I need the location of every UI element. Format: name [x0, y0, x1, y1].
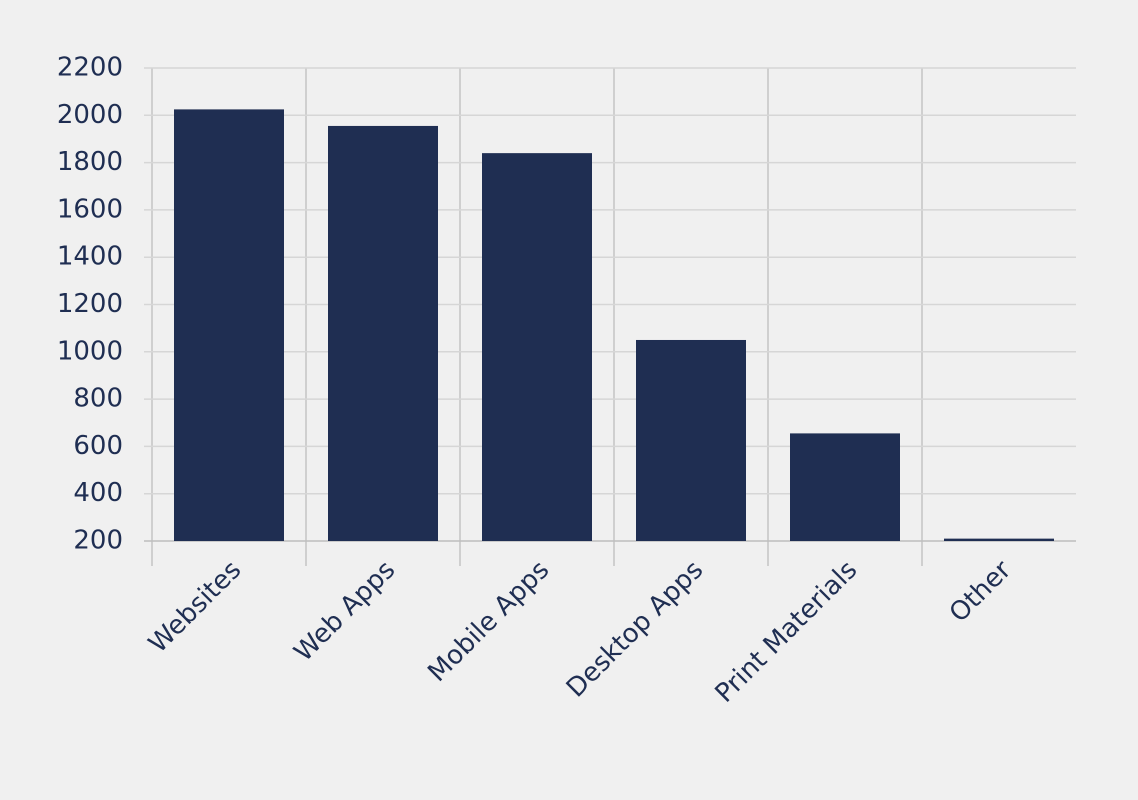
- bar: [482, 153, 592, 541]
- x-tick-label: Print Materials: [710, 555, 864, 709]
- bar: [174, 109, 284, 541]
- y-tick-label: 800: [73, 384, 123, 414]
- bar: [636, 339, 746, 541]
- y-tick-label: 1600: [57, 194, 123, 224]
- y-tick-label: 1200: [57, 289, 123, 319]
- y-tick-label: 1400: [57, 242, 123, 272]
- y-tick-label: 400: [73, 478, 123, 508]
- bar: [944, 538, 1054, 541]
- bar: [328, 125, 438, 541]
- y-tick-label: 2200: [57, 53, 123, 83]
- y-tick-label: 1800: [57, 147, 123, 177]
- y-tick-label: 600: [73, 431, 123, 461]
- x-tick-label: Web Apps: [289, 555, 402, 668]
- y-tick-label: 2000: [57, 100, 123, 130]
- x-tick-label: Other: [944, 555, 1018, 629]
- x-tick-label: Websites: [143, 555, 247, 659]
- y-tick-label: 200: [73, 526, 123, 556]
- y-tick-label: 1000: [57, 336, 123, 366]
- x-tick-label: Desktop Apps: [561, 555, 709, 703]
- bar: [790, 433, 900, 541]
- x-tick-label: Mobile Apps: [422, 555, 555, 688]
